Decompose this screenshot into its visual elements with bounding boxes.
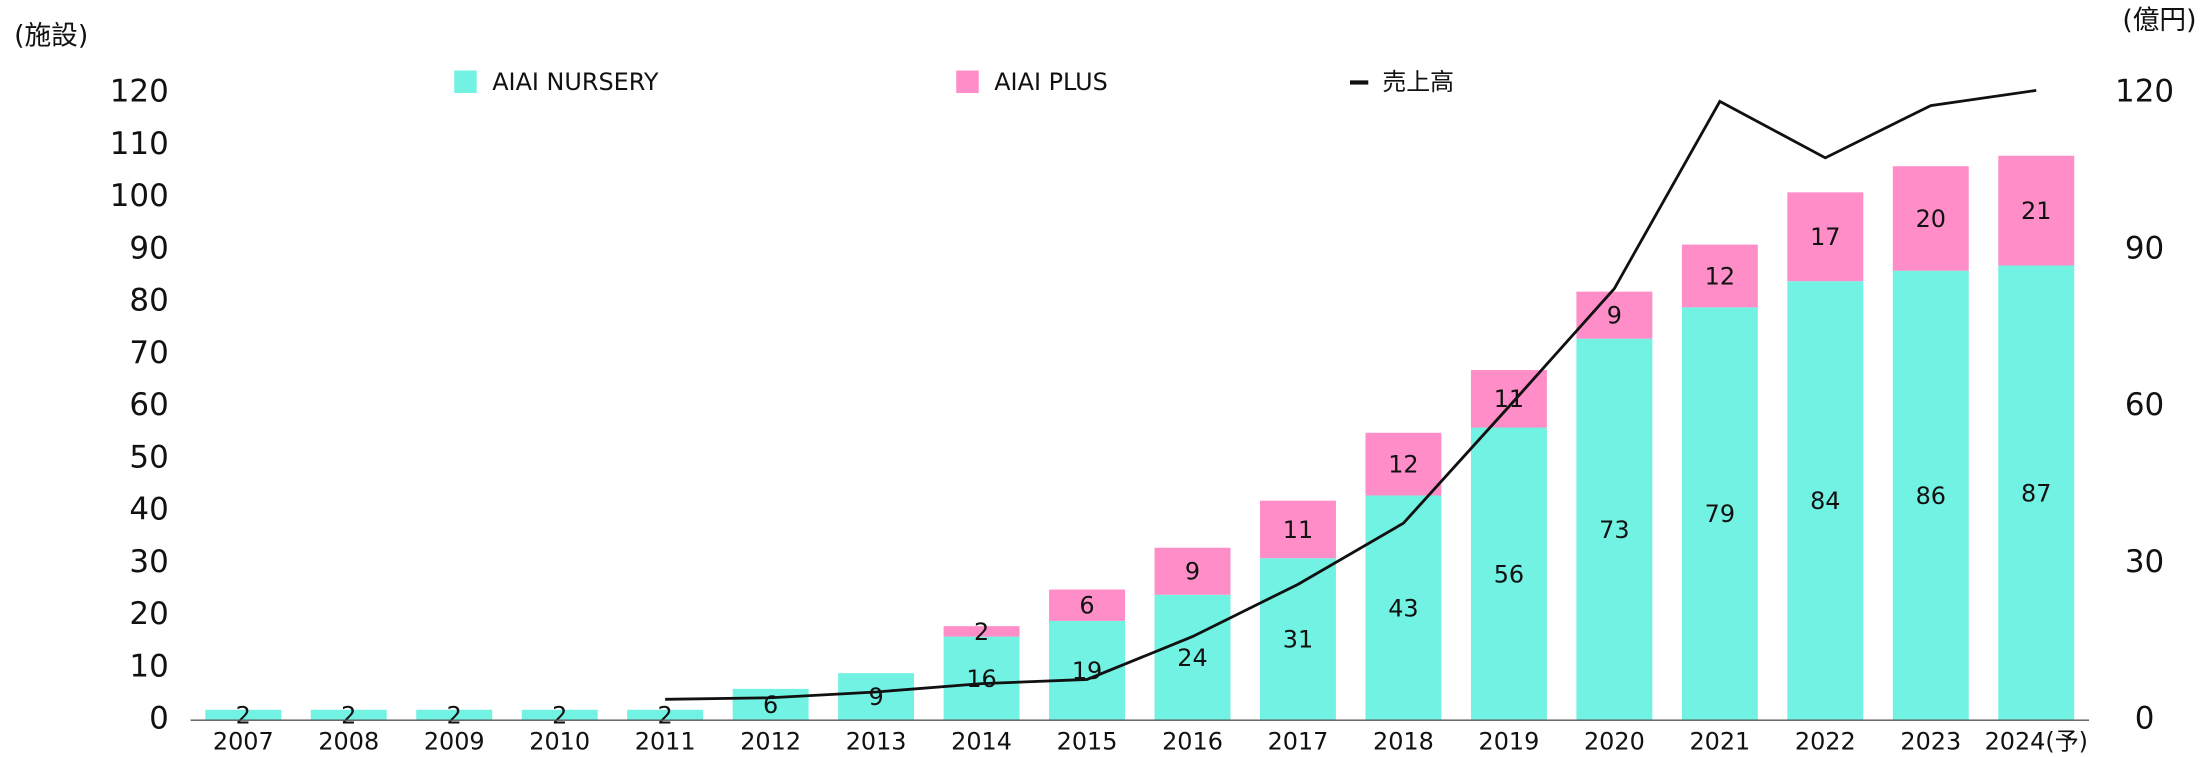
data-label: 2: [974, 618, 989, 646]
y2-tick-label: 60: [2125, 387, 2164, 423]
y-tick-label: 30: [129, 544, 168, 580]
x-tick-label: 2017: [1268, 728, 1329, 756]
x-tick-label: 2007: [213, 728, 274, 756]
legend-label: 売上高: [1382, 68, 1454, 96]
data-label: 12: [1705, 262, 1735, 290]
y-tick-label: 110: [110, 126, 169, 162]
bar-segment: [1787, 281, 1864, 721]
y2-tick-label: 30: [2125, 544, 2164, 580]
bar-segment: [732, 688, 809, 721]
y-tick-label: 50: [129, 439, 168, 475]
y-tick-label: 120: [110, 74, 169, 110]
data-label: 2: [341, 701, 356, 729]
bar-segment: [1470, 427, 1547, 721]
bar-segment: [1787, 192, 1864, 282]
bar-segment: [943, 626, 1020, 637]
x-tick-label: 2022: [1795, 728, 1856, 756]
data-label: 87: [2021, 479, 2051, 507]
y-tick-label: 20: [129, 596, 168, 632]
data-label: 20: [1916, 205, 1946, 233]
data-label: 2: [552, 701, 567, 729]
bar-segment: [1154, 547, 1231, 595]
bar-segment: [416, 709, 493, 721]
x-tick-label: 2013: [846, 728, 907, 756]
y-tick-label: 40: [129, 492, 168, 528]
data-label: 9: [1185, 558, 1200, 586]
data-label: 24: [1177, 644, 1207, 672]
legend-swatch: [1350, 80, 1369, 85]
data-label: 6: [763, 691, 778, 719]
bar-segment: [1049, 589, 1125, 621]
data-label: 43: [1388, 594, 1418, 622]
bar-segment: [838, 673, 915, 721]
bar-segment: [1681, 307, 1758, 721]
data-label: 2: [658, 701, 673, 729]
y-tick-label: 90: [129, 230, 168, 266]
bar-segment: [627, 709, 704, 721]
y-tick-label: 10: [129, 648, 168, 684]
x-tick-label: 2010: [529, 728, 590, 756]
data-label: 17: [1810, 223, 1840, 251]
data-label: 16: [966, 665, 996, 693]
bar-segment: [1576, 338, 1653, 721]
data-label: 84: [1810, 487, 1840, 515]
x-tick-label: 2008: [318, 728, 379, 756]
data-label: 73: [1599, 516, 1629, 544]
x-tick-label: 2015: [1057, 728, 1118, 756]
bar-segment: [1892, 166, 1969, 271]
bar-segment: [205, 709, 282, 721]
bar-segment: [310, 709, 387, 721]
x-tick-label: 2021: [1689, 728, 1750, 756]
x-tick-label: 2023: [1900, 728, 1961, 756]
legend-label: AIAI NURSERY: [492, 68, 659, 96]
y-tick-label: 60: [129, 387, 168, 423]
data-label: 9: [1607, 302, 1622, 330]
data-label: 21: [2021, 197, 2051, 225]
x-tick-label: 2011: [635, 728, 696, 756]
x-tick-label: 2012: [740, 728, 801, 756]
y-tick-label: 0: [149, 701, 169, 737]
data-label: 79: [1705, 500, 1735, 528]
x-tick-label: 2014: [951, 728, 1012, 756]
data-label: 6: [1079, 592, 1094, 620]
line-series: [665, 89, 2037, 701]
bar-segment: [521, 709, 598, 721]
x-tick-label: 2009: [424, 728, 485, 756]
legend-label: AIAI PLUS: [994, 68, 1108, 96]
legend-swatch: [454, 70, 477, 94]
data-label: 86: [1916, 482, 1946, 510]
y2-axis-label: (億円): [2122, 5, 2196, 36]
data-label: 11: [1494, 385, 1524, 413]
bar-segment: [1365, 432, 1442, 496]
x-tick-label: 2024(予): [1985, 728, 2088, 756]
data-label: 56: [1494, 560, 1524, 588]
data-label: 11: [1283, 516, 1313, 544]
x-tick-label: 2019: [1479, 728, 1540, 756]
y2-tick-label: 90: [2125, 230, 2164, 266]
data-label: 9: [868, 683, 883, 711]
bar-segment: [1681, 244, 1758, 308]
bar-segment: [1154, 594, 1231, 721]
bar-segment: [1260, 500, 1336, 559]
bar-segment: [1365, 495, 1442, 721]
y-tick-label: 80: [129, 283, 168, 319]
data-label: 2: [236, 701, 251, 729]
data-label: 12: [1388, 451, 1418, 479]
x-tick-label: 2020: [1584, 728, 1645, 756]
bar-segment: [1892, 270, 1969, 721]
data-label: 31: [1283, 626, 1313, 654]
x-tick-label: 2018: [1373, 728, 1434, 756]
legend-swatch: [956, 70, 979, 94]
y-axis-label: (施設): [14, 20, 88, 51]
y-tick-label: 70: [129, 335, 168, 371]
y2-tick-label: 120: [2115, 74, 2174, 110]
bar-segment: [1998, 155, 2075, 266]
bar-segment: [1998, 265, 2075, 721]
y2-tick-label: 0: [2135, 701, 2155, 737]
bar-segment: [943, 636, 1020, 721]
x-tick-label: 2016: [1162, 728, 1223, 756]
data-label: 2: [447, 701, 462, 729]
y-tick-label: 100: [110, 178, 169, 214]
